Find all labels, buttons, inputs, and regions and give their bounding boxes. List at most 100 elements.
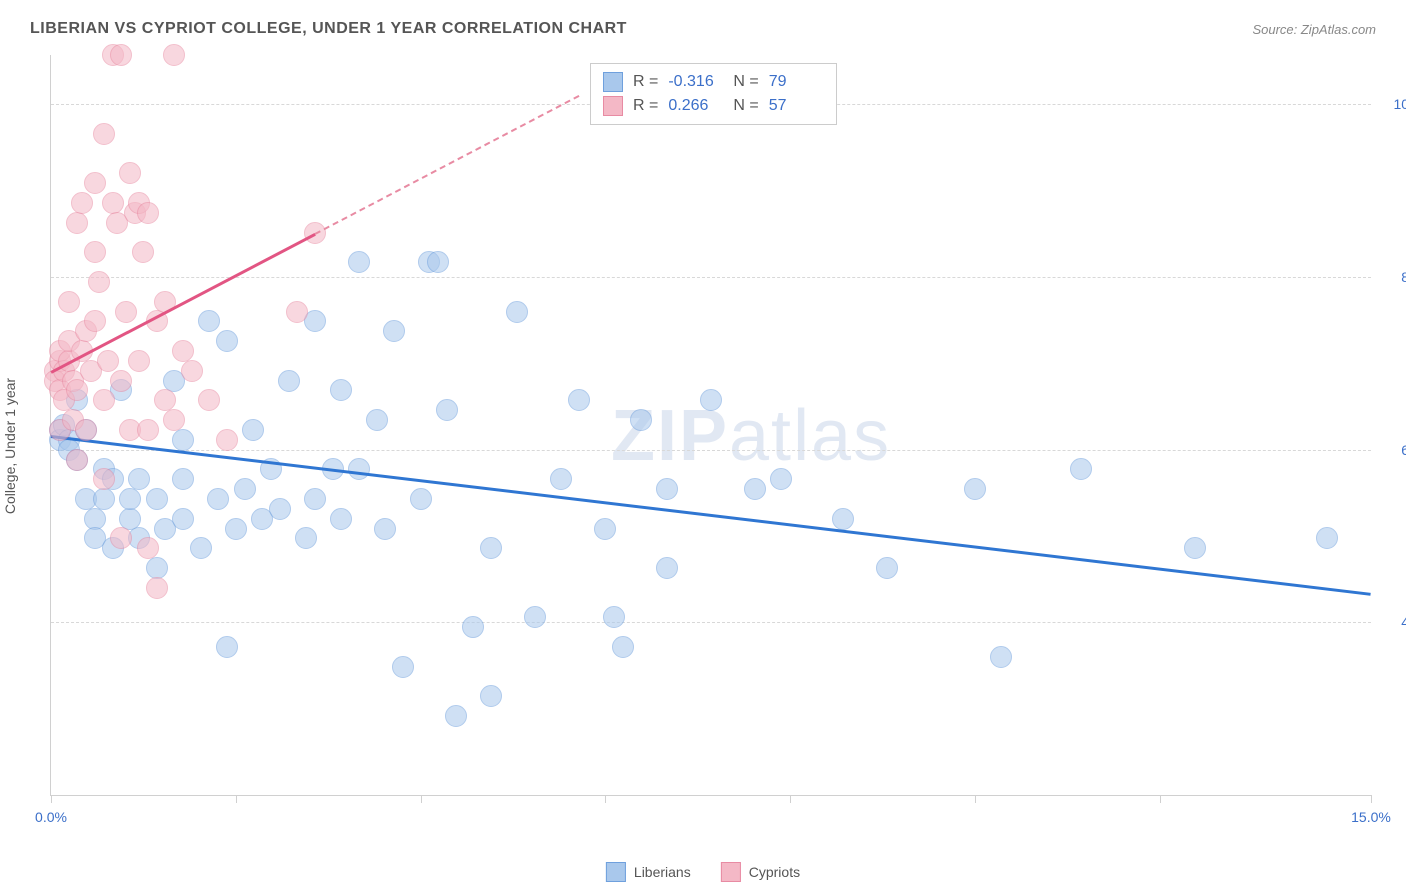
- data-point: [93, 468, 115, 490]
- data-point: [110, 44, 132, 66]
- data-point: [128, 468, 150, 490]
- data-point: [744, 478, 766, 500]
- stat-n-value: 79: [769, 73, 824, 91]
- data-point: [269, 498, 291, 520]
- data-point: [137, 537, 159, 559]
- gridline: [51, 277, 1371, 278]
- data-point: [115, 301, 137, 323]
- data-point: [137, 419, 159, 441]
- data-point: [700, 389, 722, 411]
- data-point: [550, 468, 572, 490]
- data-point: [630, 409, 652, 431]
- trend-line: [51, 435, 1371, 595]
- data-point: [146, 557, 168, 579]
- stat-r-value: -0.316: [668, 73, 723, 91]
- stats-row: R =-0.316N =79: [603, 70, 824, 94]
- data-point: [110, 527, 132, 549]
- y-tick-label: 100.0%: [1381, 96, 1406, 112]
- data-point: [93, 389, 115, 411]
- stat-n-label: N =: [733, 73, 758, 91]
- stat-n-label: N =: [733, 97, 758, 115]
- x-tick: [1371, 795, 1372, 803]
- data-point: [770, 468, 792, 490]
- data-point: [181, 360, 203, 382]
- data-point: [234, 478, 256, 500]
- data-point: [612, 636, 634, 658]
- data-point: [71, 192, 93, 214]
- data-point: [198, 389, 220, 411]
- chart-title: LIBERIAN VS CYPRIOT COLLEGE, UNDER 1 YEA…: [30, 20, 627, 38]
- data-point: [128, 350, 150, 372]
- data-point: [172, 468, 194, 490]
- data-point: [207, 488, 229, 510]
- watermark: ZIPatlas: [611, 395, 891, 477]
- x-tick-label: 0.0%: [35, 809, 67, 825]
- stats-row: R =0.266N =57: [603, 94, 824, 118]
- legend-swatch: [606, 862, 626, 882]
- x-tick: [605, 795, 606, 803]
- data-point: [656, 478, 678, 500]
- data-point: [172, 340, 194, 362]
- data-point: [75, 419, 97, 441]
- data-point: [66, 379, 88, 401]
- legend: Liberians Cypriots: [606, 862, 800, 882]
- data-point: [119, 162, 141, 184]
- x-tick: [421, 795, 422, 803]
- source-attribution: Source: ZipAtlas.com: [1252, 22, 1376, 37]
- y-tick-label: 65.0%: [1381, 442, 1406, 458]
- data-point: [172, 429, 194, 451]
- data-point: [93, 123, 115, 145]
- data-point: [366, 409, 388, 431]
- data-point: [436, 399, 458, 421]
- data-point: [216, 636, 238, 658]
- stat-n-value: 57: [769, 97, 824, 115]
- data-point: [330, 379, 352, 401]
- data-point: [1316, 527, 1338, 549]
- data-point: [102, 192, 124, 214]
- gridline: [51, 622, 1371, 623]
- trend-line: [315, 95, 580, 235]
- data-point: [93, 488, 115, 510]
- x-tick: [975, 795, 976, 803]
- data-point: [480, 685, 502, 707]
- data-point: [524, 606, 546, 628]
- data-point: [506, 301, 528, 323]
- x-tick: [790, 795, 791, 803]
- data-point: [990, 646, 1012, 668]
- data-point: [110, 370, 132, 392]
- data-point: [242, 419, 264, 441]
- y-tick-label: 82.5%: [1381, 269, 1406, 285]
- data-point: [427, 251, 449, 273]
- data-point: [66, 212, 88, 234]
- legend-item: Cypriots: [721, 862, 800, 882]
- data-point: [278, 370, 300, 392]
- legend-swatch: [603, 96, 623, 116]
- legend-label: Liberians: [634, 864, 691, 880]
- x-tick: [236, 795, 237, 803]
- x-tick-label: 15.0%: [1351, 809, 1391, 825]
- data-point: [132, 241, 154, 263]
- data-point: [480, 537, 502, 559]
- data-point: [97, 350, 119, 372]
- data-point: [88, 271, 110, 293]
- data-point: [568, 389, 590, 411]
- data-point: [410, 488, 432, 510]
- data-point: [163, 409, 185, 431]
- legend-swatch: [603, 72, 623, 92]
- legend-item: Liberians: [606, 862, 691, 882]
- data-point: [330, 508, 352, 530]
- data-point: [445, 705, 467, 727]
- data-point: [84, 241, 106, 263]
- data-point: [84, 310, 106, 332]
- data-point: [295, 527, 317, 549]
- data-point: [154, 389, 176, 411]
- gridline: [51, 450, 1371, 451]
- legend-swatch: [721, 862, 741, 882]
- correlation-stats-box: R =-0.316N =79R =0.266N =57: [590, 63, 837, 125]
- data-point: [1184, 537, 1206, 559]
- data-point: [304, 488, 326, 510]
- x-tick: [51, 795, 52, 803]
- data-point: [216, 330, 238, 352]
- data-point: [172, 508, 194, 530]
- data-point: [462, 616, 484, 638]
